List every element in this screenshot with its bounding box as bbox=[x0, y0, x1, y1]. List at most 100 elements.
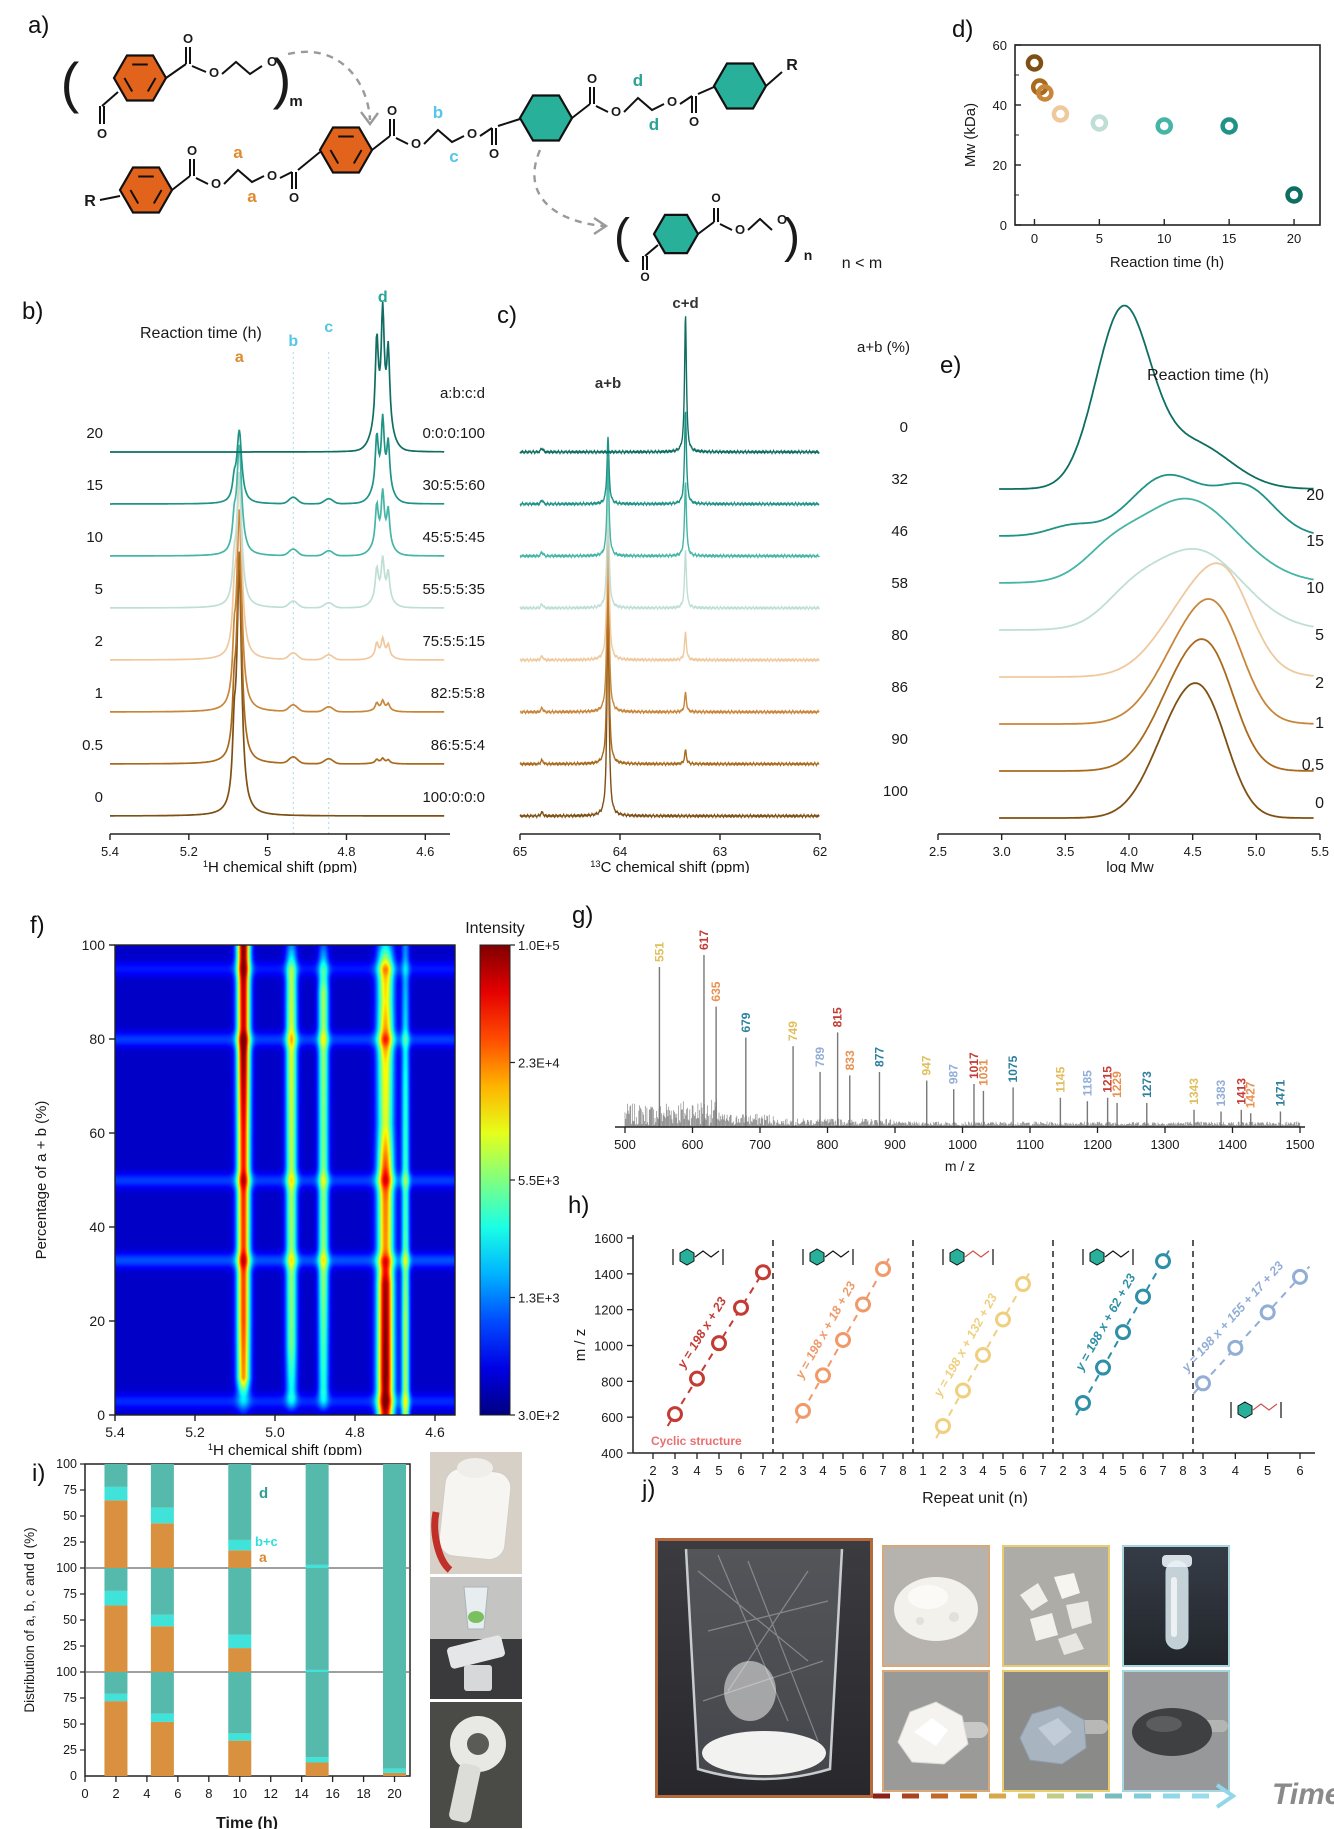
bond bbox=[191, 65, 207, 73]
bar-segment-a bbox=[228, 1648, 252, 1672]
peak-mz-label: 1273 bbox=[1140, 1071, 1154, 1098]
y-tick-label: 75 bbox=[63, 1483, 77, 1497]
gpc-trace bbox=[999, 497, 1314, 584]
data-point bbox=[1015, 1276, 1031, 1293]
x-tick-label: 1100 bbox=[1016, 1137, 1044, 1152]
gpc-trace bbox=[999, 598, 1314, 725]
x-tick-label: 800 bbox=[817, 1137, 839, 1152]
reaction-time-label: 20 bbox=[1306, 487, 1324, 504]
x-tick-label: 1 bbox=[919, 1463, 926, 1478]
data-point bbox=[995, 1311, 1011, 1328]
y-tick-label: 60 bbox=[993, 38, 1007, 53]
bar-segment-d bbox=[305, 1568, 329, 1670]
y-tick-label: 25 bbox=[63, 1639, 77, 1653]
peak-mz-label: 1185 bbox=[1080, 1070, 1094, 1096]
bar-segment-a bbox=[104, 1701, 128, 1776]
ester-oxygen: O bbox=[611, 104, 621, 119]
y-tick-label: 100 bbox=[56, 1457, 77, 1471]
abcd-ratio-label: 100:0:0:0 bbox=[422, 789, 485, 806]
peak-mz-label: 877 bbox=[872, 1047, 886, 1067]
gpc-traces-panel: 0 0.5 1 2 5 10 15 20 Reaction time (h) 2.5 3.0 3.5 4… bbox=[929, 304, 1329, 873]
y-tick-label: 50 bbox=[63, 1509, 77, 1523]
y-tick-label: 50 bbox=[63, 1613, 77, 1627]
bond bbox=[221, 60, 263, 76]
data-point bbox=[1155, 117, 1174, 135]
x-tick-label: 20 bbox=[387, 1786, 401, 1801]
bond bbox=[719, 223, 733, 231]
abcd-ratio-label: 82:5:5:8 bbox=[431, 685, 485, 702]
x-tick-label: 6 bbox=[1019, 1463, 1026, 1478]
y-tick-label: 75 bbox=[63, 1691, 77, 1705]
data-point bbox=[667, 1406, 683, 1423]
gpc-trace bbox=[999, 547, 1314, 631]
data-point bbox=[935, 1417, 951, 1434]
peak-mz-label: 1427 bbox=[1244, 1081, 1258, 1108]
arrowhead bbox=[360, 111, 379, 127]
x-axis-title: Repeat unit (n) bbox=[922, 1490, 1028, 1507]
y-tick-label: 100 bbox=[82, 937, 106, 953]
y-tick-label: 1400 bbox=[594, 1267, 623, 1282]
x-tick-label: 700 bbox=[749, 1137, 771, 1152]
peak-mz-label: 1229 bbox=[1110, 1071, 1124, 1098]
x-tick-label: 64 bbox=[613, 844, 627, 859]
nmr-trace bbox=[519, 492, 820, 664]
peak-mz-label: 617 bbox=[697, 930, 711, 950]
x-tick-label: 3.0 bbox=[993, 844, 1011, 859]
peak-mz-label: 1471 bbox=[1273, 1079, 1287, 1106]
ratio-header: a:b:c:d bbox=[440, 385, 485, 402]
x-tick-label: 8 bbox=[1179, 1463, 1186, 1478]
x-axis-title: m / z bbox=[945, 1158, 975, 1174]
reaction-time-label: 2 bbox=[1315, 675, 1324, 692]
y-tick-label: 1200 bbox=[594, 1303, 623, 1318]
ester-oxygen: O bbox=[777, 212, 787, 227]
oxygen-atom: O bbox=[489, 146, 499, 161]
reaction-time-label: 1 bbox=[95, 685, 103, 702]
bar-segment-bc bbox=[305, 1757, 329, 1763]
bond bbox=[479, 127, 493, 137]
x-tick-label: 8 bbox=[205, 1786, 212, 1801]
x-tick-label: 4.8 bbox=[337, 844, 355, 859]
molded-parts-photo bbox=[430, 1577, 522, 1699]
peak-mz-label: 1017 bbox=[967, 1052, 981, 1079]
proton-nmr-panel: 0 100:0:0:0 0.5 86:5:5:4 1 82:5:5:8 2 75:5:5:15… bbox=[82, 289, 485, 873]
x-tick-label: 10 bbox=[233, 1786, 247, 1801]
bar-segment-d bbox=[104, 1464, 128, 1487]
x-tick-label: 5.4 bbox=[101, 844, 119, 859]
bond bbox=[679, 95, 693, 105]
peak-mz-label: 987 bbox=[947, 1064, 961, 1084]
grey-gel-blob-photo bbox=[1002, 1670, 1110, 1792]
bond bbox=[99, 195, 121, 201]
x-tick-label: 4.5 bbox=[1184, 844, 1202, 859]
x-tick-label: 5 bbox=[1119, 1463, 1126, 1478]
peak-mz-label: 1383 bbox=[1214, 1079, 1228, 1106]
proton-d-mark: d bbox=[649, 115, 659, 134]
x-tick-label: 1000 bbox=[948, 1137, 977, 1152]
x-tick-label: 5 bbox=[715, 1463, 722, 1478]
x-tick-label: 6 bbox=[1139, 1463, 1146, 1478]
panel-i-label: i) bbox=[32, 1460, 46, 1487]
bar-segment-a bbox=[104, 1500, 128, 1568]
nmr-heatmap-panel: 0 20 40 60 80 100 5.4 5.2 5.0 4.8 4.6 1H chemical s… bbox=[10, 895, 565, 1455]
oxygen-atom: O bbox=[289, 190, 299, 205]
bar-segment-bc bbox=[305, 1669, 329, 1672]
bond bbox=[371, 135, 391, 151]
panel-e-label: e) bbox=[940, 352, 962, 379]
structure-inset-chain bbox=[824, 1250, 850, 1258]
x-tick-label: 6 bbox=[737, 1463, 744, 1478]
bracket: ) bbox=[784, 210, 800, 263]
peak-c-label: c bbox=[324, 319, 333, 336]
x-tick-label: 5.5 bbox=[1311, 844, 1329, 859]
x-tick-label: 2 bbox=[112, 1786, 119, 1801]
y-tick-label: 100 bbox=[56, 1665, 77, 1679]
data-point bbox=[1095, 1359, 1111, 1376]
bar-segment-bc bbox=[150, 1713, 174, 1722]
data-point bbox=[755, 1264, 771, 1281]
time-series-photos-panel: Time bbox=[630, 1460, 1334, 1829]
x-tick-label: 3.5 bbox=[1056, 844, 1074, 859]
bar-segment-bc bbox=[228, 1634, 252, 1649]
y-tick-label: 20 bbox=[89, 1313, 105, 1329]
peak-ab-label: a+b bbox=[595, 375, 621, 392]
x-tick-label: 4 bbox=[1099, 1463, 1106, 1478]
peak-mz-label: 1145 bbox=[1053, 1066, 1067, 1092]
bar-segment-d bbox=[228, 1672, 252, 1734]
